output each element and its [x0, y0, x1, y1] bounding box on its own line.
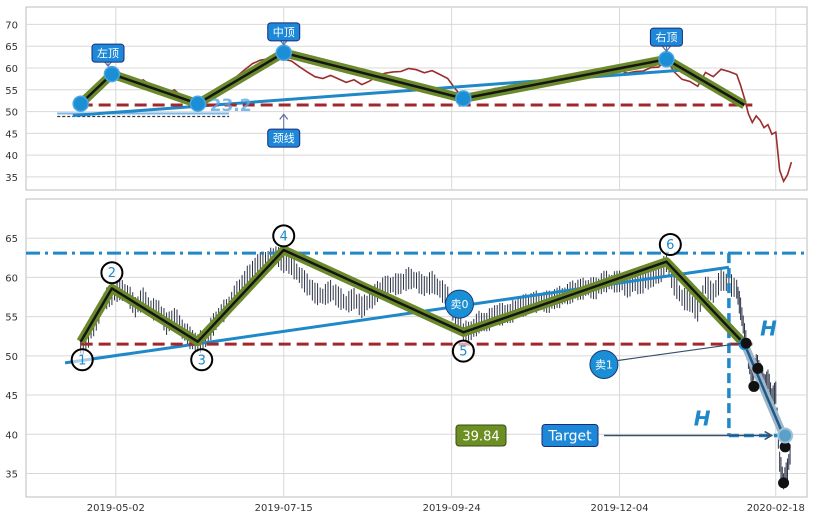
bottom-black-dot — [778, 477, 790, 489]
top-y-tick-label: 55 — [5, 86, 18, 97]
bottom-target-group: 39.84 Target — [455, 424, 794, 448]
bottom-y-tick-label: 40 — [5, 430, 18, 441]
pivot-circle — [70, 348, 94, 372]
top-y-ticks: 35 40 45 50 55 60 65 70 — [5, 20, 18, 184]
sell-point-label: 卖1 — [595, 358, 613, 371]
top-pattern-node — [275, 44, 292, 61]
top-label-arrowhead — [103, 60, 113, 68]
top-y-tick-label: 40 — [5, 151, 18, 162]
top-label-arrowhead — [661, 45, 671, 53]
top-label-text: 左顶 — [97, 47, 119, 60]
top-label-callout: 颈线 — [267, 113, 301, 148]
bottom-y-tick-label: 45 — [5, 391, 18, 402]
target-label-box — [541, 424, 599, 448]
top-pattern-node — [455, 90, 472, 107]
top-pattern-node — [103, 65, 121, 83]
pivot-label: 2 — [108, 266, 116, 281]
bottom-x-tick-label: 2019-09-24 — [423, 503, 481, 514]
bottom-y-tick-label: 35 — [5, 469, 18, 480]
pivot-label: 5 — [459, 345, 467, 360]
target-label-text: Target — [547, 429, 592, 445]
bottom-black-dot — [748, 380, 760, 392]
bottom-y-ticks: 35 40 45 50 55 60 65 — [5, 234, 18, 480]
top-panel-frame — [25, 6, 808, 191]
top-label-box — [267, 128, 301, 148]
bottom-y-tick-label: 60 — [5, 273, 18, 284]
h-height-label-lower: H — [694, 407, 711, 431]
bottom-x-tick-label: 2019-07-15 — [255, 503, 313, 514]
pivot-circle — [190, 348, 214, 372]
top-y-tick-label: 50 — [5, 108, 18, 119]
top-pattern-node — [189, 95, 207, 112]
top-label-arrowhead — [279, 113, 289, 120]
bottom-black-dots — [738, 337, 791, 489]
sell-arrow — [617, 342, 741, 362]
bottom-pattern-core — [79, 248, 746, 345]
top-label-callout: 中顶 — [267, 22, 301, 46]
top-label-callout: 右顶 — [649, 27, 683, 53]
top-pattern-nodes — [72, 44, 675, 112]
pivot-circle — [658, 232, 682, 256]
target-value-box — [455, 424, 507, 447]
top-label-arrowhead — [279, 39, 289, 46]
top-label-text: 中顶 — [273, 26, 295, 39]
top-pattern-node — [72, 95, 89, 112]
top-label-callout: 左顶 — [91, 43, 125, 68]
top-y-tick-label: 65 — [5, 42, 18, 53]
h-height-label-upper: H — [760, 316, 777, 340]
top-y-tick-label: 60 — [5, 64, 18, 75]
bottom-pivots: 1 2 3 4 5 6 — [70, 224, 682, 372]
pivot-circle — [272, 224, 296, 248]
sell-point-circle — [444, 289, 474, 319]
bottom-black-dot — [740, 337, 752, 349]
bottom-x-ticks: 2019-05-02 2019-07-15 2019-09-24 2019-12-04… — [87, 503, 805, 514]
bottom-y-tick-label: 50 — [5, 352, 18, 363]
top-label-box — [649, 27, 683, 47]
sell-point-circle — [589, 349, 619, 379]
pivot-circle — [100, 261, 124, 285]
top-label-box — [91, 43, 125, 63]
pivot-label: 4 — [280, 229, 288, 244]
top-y-tick-label: 35 — [5, 173, 18, 184]
top-y-tick-label: 70 — [5, 20, 18, 31]
bottom-black-dot — [752, 362, 764, 374]
target-marker — [777, 427, 794, 444]
bottom-x-tick-label: 2019-12-04 — [590, 503, 648, 514]
pivot-circle — [451, 339, 475, 363]
pivot-label: 1 — [78, 353, 86, 368]
bottom-black-dot — [779, 441, 791, 453]
bottom-x-tick-label: 2019-05-02 — [87, 503, 145, 514]
bottom-projection-core — [743, 343, 785, 437]
pivot-label: 3 — [198, 353, 206, 368]
bottom-y-tick-label: 65 — [5, 234, 18, 245]
top-label-box — [267, 22, 301, 42]
bottom-y-tick-label: 55 — [5, 313, 18, 324]
sell-point-label: 卖0 — [450, 298, 468, 311]
top-y-tick-label: 45 — [5, 129, 18, 140]
pivot-label: 6 — [666, 238, 674, 253]
top-pattern-node — [658, 51, 675, 68]
top-label-text: 颈线 — [273, 131, 295, 145]
top-neckline-value: 23.2 — [210, 96, 252, 116]
bottom-x-tick-label: 2020-02-18 — [747, 503, 805, 514]
bottom-panel-frame — [25, 198, 808, 498]
target-arrowhead — [764, 430, 774, 441]
target-value-text: 39.84 — [462, 430, 499, 445]
bottom-sell-points: 卖0 卖1 — [444, 289, 741, 379]
top-label-text: 右顶 — [655, 30, 677, 44]
